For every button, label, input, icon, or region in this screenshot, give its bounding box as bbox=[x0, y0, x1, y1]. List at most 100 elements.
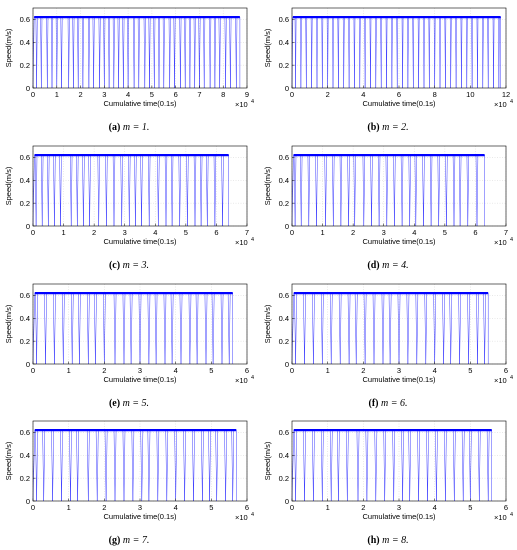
caption-a: (a) m = 1. bbox=[0, 122, 258, 133]
caption-label: (g) bbox=[108, 535, 121, 546]
x-axis-exponent: ×10 bbox=[235, 238, 248, 247]
axes-box bbox=[291, 145, 507, 227]
x-axis-exponent: ×10 bbox=[494, 513, 507, 522]
x-tick-label: 10 bbox=[466, 90, 474, 99]
panel-f: 0 0.2 0.4 0.6 0 1 2 3 4 5 6 Speed(m/s) Cumulative ti… bbox=[259, 276, 517, 413]
x-tick-label: 5 bbox=[184, 228, 188, 237]
y-tick-label: 0.6 bbox=[20, 428, 30, 437]
caption-c: (c) m = 3. bbox=[0, 260, 258, 271]
x-axis-label: Cumulative time(0.1s) bbox=[363, 99, 436, 108]
y-axis-label: Speed(m/s) bbox=[4, 441, 13, 480]
x-axis-label: Cumulative time(0.1s) bbox=[104, 375, 177, 384]
panel-b: 0 0.2 0.4 0.6 0 2 4 6 8 10 12 Speed(m/s) Cumulative … bbox=[259, 0, 517, 137]
x-tick-label: 5 bbox=[443, 228, 447, 237]
x-tick-label: 5 bbox=[468, 503, 472, 512]
y-tick-label: 0 bbox=[285, 360, 289, 369]
x-tick-label: 0 bbox=[31, 90, 35, 99]
y-axis-label: Speed(m/s) bbox=[263, 166, 272, 205]
chart-d: 0 0.2 0.4 0.6 0 1 2 3 4 5 6 7 Speed(m/s) Cumulative t… bbox=[263, 145, 513, 247]
x-tick-label: 4 bbox=[153, 228, 157, 237]
x-axis-label: Cumulative time(0.1s) bbox=[363, 237, 436, 246]
caption-f: (f) m = 6. bbox=[259, 398, 517, 409]
y-axis-label: Speed(m/s) bbox=[263, 441, 272, 480]
x-tick-label: 4 bbox=[361, 90, 365, 99]
caption-label: (f) bbox=[368, 398, 379, 409]
x-tick-label: 4 bbox=[174, 503, 178, 512]
caption-h: (h) m = 8. bbox=[259, 535, 517, 546]
x-tick-label: 6 bbox=[397, 90, 401, 99]
x-tick-label: 3 bbox=[397, 366, 401, 375]
y-axis-label: Speed(m/s) bbox=[4, 166, 13, 205]
x-tick-label: 5 bbox=[209, 503, 213, 512]
x-tick-label: 2 bbox=[361, 366, 365, 375]
caption-e: (e) m = 5. bbox=[0, 398, 258, 409]
y-tick-label: 0.6 bbox=[279, 153, 289, 162]
x-tick-label: 1 bbox=[55, 90, 59, 99]
caption-equation: m = 6. bbox=[381, 398, 408, 409]
chart-f: 0 0.2 0.4 0.6 0 1 2 3 4 5 6 Speed(m/s) Cumulative ti… bbox=[263, 283, 513, 385]
x-tick-label: 6 bbox=[174, 90, 178, 99]
x-tick-label: 7 bbox=[504, 228, 508, 237]
x-tick-label: 6 bbox=[245, 503, 249, 512]
x-tick-label: 1 bbox=[67, 366, 71, 375]
x-axis-label: Cumulative time(0.1s) bbox=[363, 512, 436, 521]
x-axis-label: Cumulative time(0.1s) bbox=[363, 375, 436, 384]
x-tick-label: 7 bbox=[245, 228, 249, 237]
x-axis-exponent-power: 4 bbox=[510, 237, 513, 243]
x-tick-label: 3 bbox=[138, 503, 142, 512]
panel-e: 0 0.2 0.4 0.6 0 1 2 3 4 5 6 Speed(m/s) Cumulative ti… bbox=[0, 276, 258, 413]
chart-h: 0 0.2 0.4 0.6 0 1 2 3 4 5 6 Speed(m/s) Cumulative ti… bbox=[263, 420, 513, 522]
chart-c: 0 0.2 0.4 0.6 0 1 2 3 4 5 6 7 Speed(m/s) Cumulative t… bbox=[4, 145, 254, 247]
x-tick-label: 3 bbox=[138, 366, 142, 375]
caption-g: (g) m = 7. bbox=[0, 535, 258, 546]
x-tick-label: 0 bbox=[290, 366, 294, 375]
x-axis-exponent: ×10 bbox=[494, 100, 507, 109]
x-tick-label: 8 bbox=[221, 90, 225, 99]
y-tick-label: 0.6 bbox=[20, 291, 30, 300]
x-tick-label: 2 bbox=[102, 503, 106, 512]
x-tick-label: 1 bbox=[326, 503, 330, 512]
x-tick-label: 5 bbox=[150, 90, 154, 99]
y-tick-label: 0.6 bbox=[20, 153, 30, 162]
chart-b: 0 0.2 0.4 0.6 0 2 4 6 8 10 12 Speed(m/s) Cumulative … bbox=[263, 7, 513, 109]
x-axis-exponent-power: 4 bbox=[510, 99, 513, 105]
x-tick-label: 1 bbox=[326, 366, 330, 375]
x-tick-label: 8 bbox=[433, 90, 437, 99]
y-tick-label: 0.2 bbox=[20, 474, 30, 483]
caption-equation: m = 4. bbox=[382, 260, 409, 271]
caption-label: (e) bbox=[108, 398, 121, 409]
y-tick-label: 0.2 bbox=[279, 337, 289, 346]
y-tick-label: 0.4 bbox=[20, 314, 30, 323]
x-axis-exponent-power: 4 bbox=[251, 99, 254, 105]
y-axis-label: Speed(m/s) bbox=[263, 28, 272, 67]
y-tick-label: 0.2 bbox=[279, 61, 289, 70]
x-tick-label: 1 bbox=[61, 228, 65, 237]
y-tick-label: 0.4 bbox=[20, 176, 30, 185]
y-axis-label: Speed(m/s) bbox=[4, 28, 13, 67]
axes-box bbox=[32, 145, 248, 227]
x-axis-exponent-power: 4 bbox=[510, 512, 513, 518]
x-tick-label: 9 bbox=[245, 90, 249, 99]
plot-area bbox=[33, 146, 247, 226]
y-tick-label: 0.4 bbox=[279, 176, 289, 185]
x-axis-exponent: ×10 bbox=[494, 238, 507, 247]
x-tick-label: 6 bbox=[504, 366, 508, 375]
x-axis-exponent-power: 4 bbox=[251, 237, 254, 243]
x-axis-exponent-power: 4 bbox=[251, 512, 254, 518]
x-tick-label: 2 bbox=[78, 90, 82, 99]
caption-label: (d) bbox=[367, 260, 380, 271]
y-tick-label: 0.2 bbox=[20, 61, 30, 70]
x-tick-label: 3 bbox=[102, 90, 106, 99]
x-tick-label: 4 bbox=[433, 366, 437, 375]
x-tick-label: 2 bbox=[351, 228, 355, 237]
chart-a: 0 0.2 0.4 0.6 0 1 2 3 4 5 6 7 8 9 Speed(m/s) Cumulative… bbox=[4, 7, 254, 109]
x-tick-label: 7 bbox=[197, 90, 201, 99]
y-tick-label: 0 bbox=[285, 222, 289, 231]
y-tick-label: 0.6 bbox=[20, 15, 30, 24]
axes-box bbox=[32, 7, 248, 89]
x-tick-label: 4 bbox=[433, 503, 437, 512]
caption-label: (a) bbox=[108, 122, 121, 133]
x-axis-label: Cumulative time(0.1s) bbox=[104, 99, 177, 108]
panel-d: 0 0.2 0.4 0.6 0 1 2 3 4 5 6 7 Speed(m/s) Cumulative t… bbox=[259, 138, 517, 275]
x-tick-label: 0 bbox=[290, 503, 294, 512]
